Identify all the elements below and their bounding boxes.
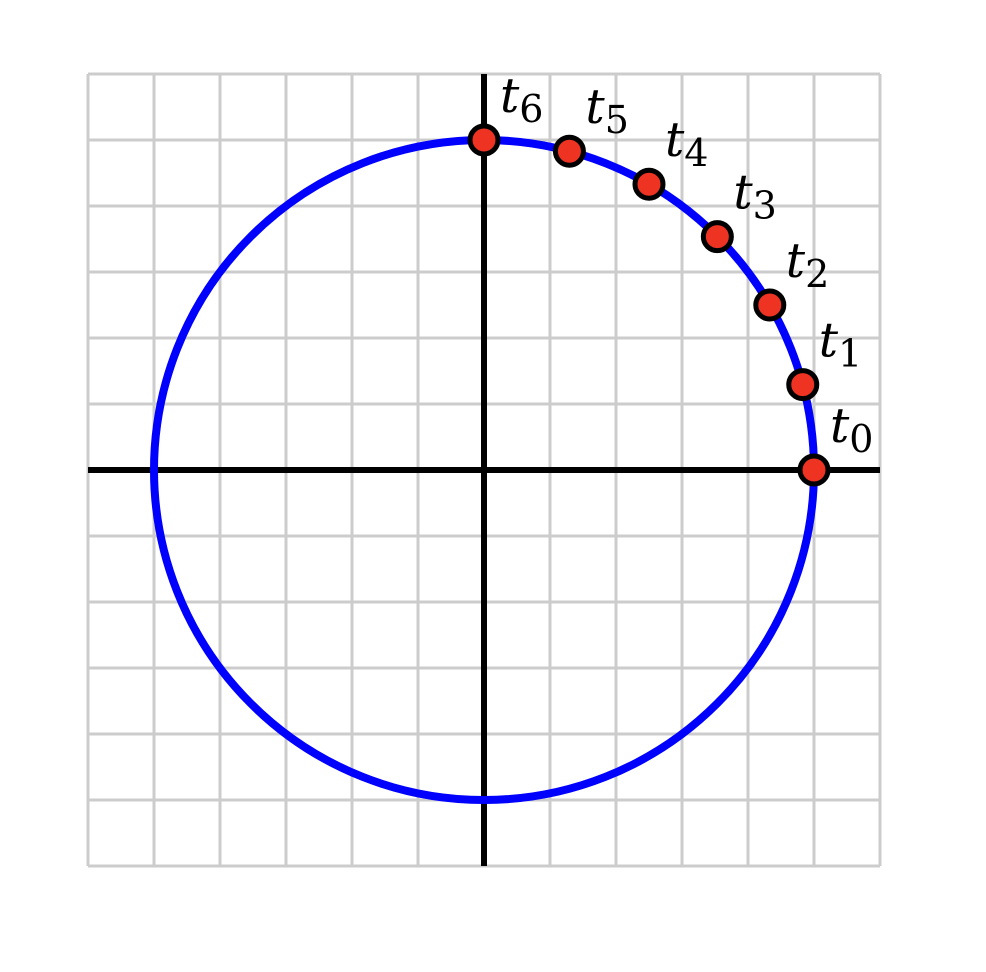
point-marker-t4 bbox=[632, 167, 666, 201]
points bbox=[467, 123, 831, 487]
point-label-subscript: 2 bbox=[805, 252, 829, 296]
point-marker-t3 bbox=[700, 220, 734, 254]
point-marker-t5 bbox=[552, 134, 586, 168]
point-label-main: t bbox=[819, 313, 839, 369]
point-label-main: t bbox=[500, 68, 520, 124]
point-label-subscript: 1 bbox=[838, 332, 862, 376]
point-label-t2: t2 bbox=[786, 233, 829, 296]
point-label-subscript: 5 bbox=[605, 98, 629, 142]
point-label-t5: t5 bbox=[585, 79, 628, 142]
point-label-t4: t4 bbox=[665, 112, 708, 175]
point-label-main: t bbox=[830, 398, 850, 454]
point-label-main: t bbox=[665, 112, 685, 168]
point-label-subscript: 0 bbox=[849, 417, 873, 461]
point-label-main: t bbox=[585, 79, 605, 135]
point-label-main: t bbox=[733, 165, 753, 221]
point-marker-t2 bbox=[753, 288, 787, 322]
point-label-t0: t0 bbox=[830, 398, 873, 461]
point-label-subscript: 3 bbox=[753, 184, 777, 228]
point-label-t1: t1 bbox=[819, 313, 862, 376]
point-label-subscript: 4 bbox=[684, 131, 708, 175]
point-label-t3: t3 bbox=[733, 165, 776, 228]
axes bbox=[88, 74, 880, 866]
point-label-subscript: 6 bbox=[519, 87, 543, 131]
point-label-t6: t6 bbox=[500, 68, 543, 131]
point-marker-t1 bbox=[786, 368, 820, 402]
point-label-main: t bbox=[786, 233, 806, 289]
point-marker-t0 bbox=[797, 453, 831, 487]
point-marker-t6 bbox=[467, 123, 501, 157]
